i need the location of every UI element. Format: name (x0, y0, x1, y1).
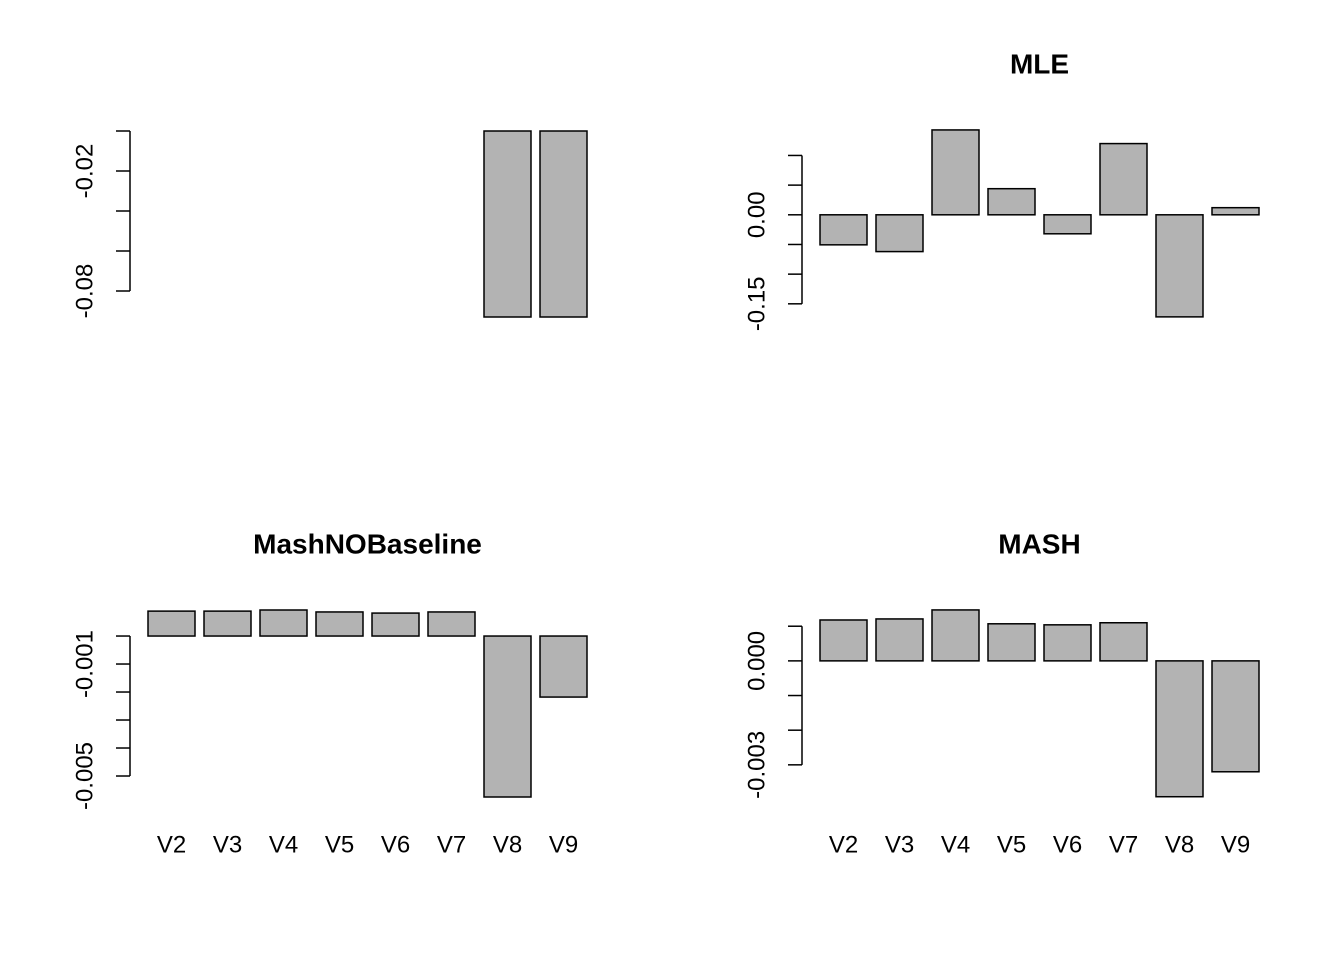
x-tick-label: V3 (885, 831, 914, 858)
x-tick-label: V5 (997, 831, 1026, 858)
y-tick-label: -0.005 (71, 742, 98, 810)
bar (987, 187, 1036, 216)
bar (819, 214, 868, 246)
y-tick-label: -0.08 (71, 264, 98, 319)
y-tick-label: 0.000 (743, 631, 770, 691)
x-tick-label: V7 (437, 831, 466, 858)
x-tick-label: V3 (213, 831, 242, 858)
x-tick-label: V5 (325, 831, 354, 858)
chart-title: MASH (998, 528, 1080, 559)
bar (427, 611, 476, 637)
bar (1155, 214, 1204, 318)
bar (483, 130, 532, 318)
bar (203, 610, 252, 637)
x-tick-label: V4 (269, 831, 298, 858)
bar (987, 623, 1036, 662)
bar (1043, 624, 1092, 662)
bar (931, 129, 980, 216)
y-tick-label: -0.15 (743, 276, 770, 331)
bar (539, 635, 588, 698)
bar (1211, 660, 1260, 773)
x-tick-label: V6 (381, 831, 410, 858)
x-tick-label: V2 (157, 831, 186, 858)
bar (1155, 660, 1204, 798)
x-tick-label: V4 (941, 831, 970, 858)
y-tick-label: -0.001 (71, 630, 98, 698)
bar (931, 609, 980, 662)
x-tick-label: V8 (493, 831, 522, 858)
bar (875, 214, 924, 253)
bar (819, 619, 868, 662)
bar (1211, 206, 1260, 216)
bar (259, 609, 308, 637)
y-tick-label: 0.00 (743, 191, 770, 238)
x-tick-label: V7 (1109, 831, 1138, 858)
x-tick-label: V6 (1053, 831, 1082, 858)
bar (1099, 142, 1148, 216)
y-tick-label: -0.003 (743, 731, 770, 799)
bar (875, 618, 924, 662)
chart-title: MashNOBaseline (253, 528, 482, 559)
bar (539, 130, 588, 318)
bar (1043, 214, 1092, 235)
x-tick-label: V8 (1165, 831, 1194, 858)
bar (315, 611, 364, 637)
x-tick-label: V2 (829, 831, 858, 858)
bar (147, 610, 196, 637)
y-tick-label: -0.02 (71, 144, 98, 199)
bar (483, 635, 532, 798)
bar (1099, 622, 1148, 662)
x-tick-label: V9 (1221, 831, 1250, 858)
chart-title: MLE (1010, 48, 1069, 79)
bar (371, 612, 420, 637)
x-tick-label: V9 (549, 831, 578, 858)
